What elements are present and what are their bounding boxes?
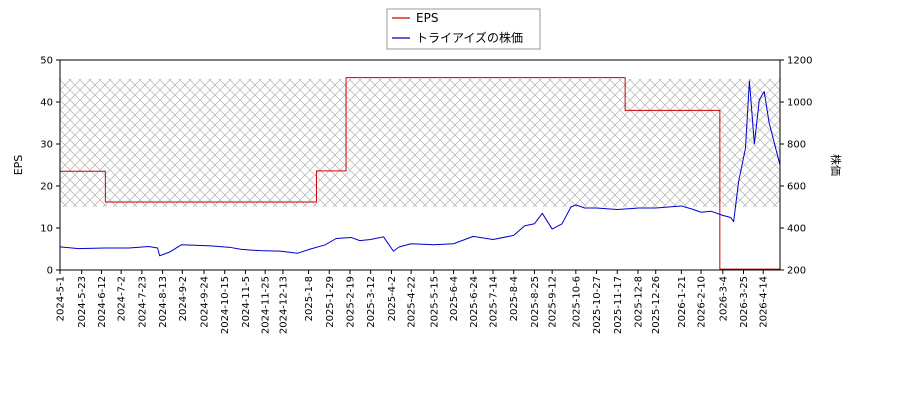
x-tick-label: 2025-8-4 xyxy=(509,276,520,321)
legend-box xyxy=(386,8,541,50)
x-tick-label: 2025-7-14 xyxy=(488,276,499,328)
x-tick-label: 2024-8-13 xyxy=(158,276,169,328)
x-tick-label: 2024-11-5 xyxy=(241,276,252,328)
left-tick-label: 0 xyxy=(47,266,53,277)
x-tick-label: 2026-1-21 xyxy=(677,276,688,328)
x-tick-label: 2024-10-15 xyxy=(220,276,231,334)
right-tick-label: 1200 xyxy=(787,56,812,67)
legend-label-eps: EPS xyxy=(416,11,438,25)
x-tick-label: 2024-9-24 xyxy=(200,276,211,328)
x-tick-label: 2025-12-26 xyxy=(651,276,662,334)
x-tick-label: 2026-2-10 xyxy=(697,276,708,328)
right-tick-label: 600 xyxy=(787,182,806,193)
left-axis: 0 10 20 30 40 50 xyxy=(40,56,60,277)
x-tick-label: 2025-4-2 xyxy=(387,276,398,321)
series-layer xyxy=(60,77,780,270)
x-tick-label: 2025-2-19 xyxy=(345,276,356,328)
legend: EPS トライアイズの株価 xyxy=(386,8,541,50)
x-tick-label: 2026-3-4 xyxy=(718,276,729,321)
x-tick-label: 2025-11-17 xyxy=(613,276,624,334)
x-tick-label: 2025-1-29 xyxy=(325,276,336,328)
stock-price-series-line xyxy=(60,80,780,257)
right-tick-label: 200 xyxy=(787,266,806,277)
left-tick-label: 20 xyxy=(40,182,53,193)
x-tick-label: 2025-10-6 xyxy=(571,276,582,328)
right-tick-label: 800 xyxy=(787,140,806,151)
x-tick-label: 2024-5-1 xyxy=(56,276,67,321)
right-tick-label: 400 xyxy=(787,224,806,235)
x-tick-label: 2025-5-15 xyxy=(429,276,440,328)
right-axis-title: 株価 xyxy=(829,154,843,176)
left-tick-label: 50 xyxy=(40,56,53,67)
x-tick-label: 2025-1-8 xyxy=(304,276,315,321)
plot-frame xyxy=(59,59,781,271)
x-tick-label: 2026-3-25 xyxy=(739,276,750,328)
left-tick-label: 30 xyxy=(40,140,53,151)
x-tick-label: 2024-5-23 xyxy=(77,276,88,328)
left-tick-label: 10 xyxy=(40,224,53,235)
legend-label-price: トライアイズの株価 xyxy=(416,30,523,45)
x-tick-label: 2026-4-14 xyxy=(759,276,770,328)
x-tick-label: 2025-12-8 xyxy=(633,276,644,328)
right-axis: 200 400 600 800 1000 1200 xyxy=(780,56,812,277)
x-tick-label: 2024-11-25 xyxy=(261,276,272,334)
x-tick-label: 2024-6-12 xyxy=(97,276,108,328)
left-tick-label: 40 xyxy=(40,98,53,109)
x-tick-label: 2024-9-2 xyxy=(178,276,189,321)
x-tick-label: 2024-7-2 xyxy=(117,276,128,321)
x-tick-label: 2025-3-12 xyxy=(366,276,377,328)
eps-series-line xyxy=(60,77,780,270)
x-tick-label: 2025-10-27 xyxy=(592,276,603,334)
x-tick-label: 2025-8-25 xyxy=(530,276,541,328)
x-tick-label: 2025-6-4 xyxy=(449,276,460,321)
left-axis-title: EPS xyxy=(12,155,25,176)
x-axis: 2024-5-1 2024-5-23 2024-6-12 2024-7-2 2024-7… xyxy=(56,270,770,334)
x-tick-label: 2025-4-22 xyxy=(407,276,418,328)
hatched-band xyxy=(60,78,780,208)
x-tick-label: 2024-12-13 xyxy=(278,276,289,334)
right-tick-label: 1000 xyxy=(787,98,812,109)
x-tick-label: 2025-9-12 xyxy=(548,276,559,328)
x-tick-label: 2024-7-23 xyxy=(137,276,148,328)
x-tick-label: 2025-6-24 xyxy=(469,276,480,328)
